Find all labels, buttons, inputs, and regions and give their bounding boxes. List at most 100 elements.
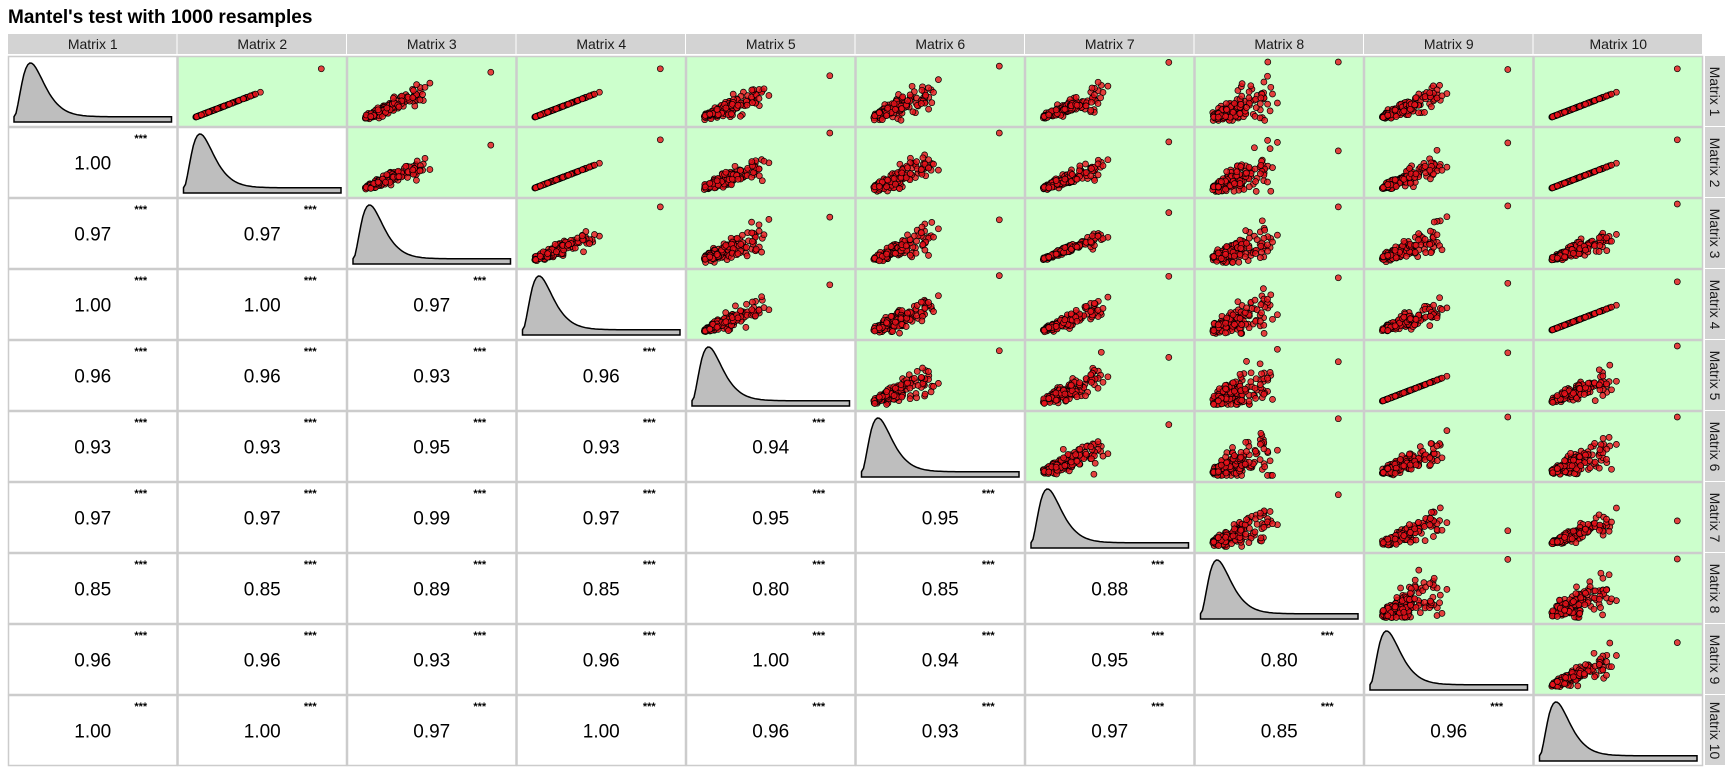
column-strip-bg xyxy=(177,34,346,54)
scatter-point xyxy=(765,92,773,99)
column-strip-label: Matrix 4 xyxy=(576,36,626,52)
scatter-point xyxy=(1045,184,1053,192)
scatter-point xyxy=(1245,163,1253,171)
scatter-point xyxy=(1223,168,1231,175)
scatter-point xyxy=(1045,111,1053,119)
scatter-point xyxy=(578,95,586,103)
scatter-point xyxy=(722,168,730,176)
scatter-point xyxy=(725,327,732,334)
scatter-point xyxy=(1673,200,1681,208)
scatter-point xyxy=(919,241,927,248)
column-strips: Matrix 1 Matrix 2 Matrix 3 Matrix 4 Matrix 5… xyxy=(8,34,1702,54)
scatter-point xyxy=(1260,285,1267,292)
chart-title: Mantel's test with 1000 resamples xyxy=(8,7,312,28)
scatter-point xyxy=(913,158,920,165)
scatter-point xyxy=(760,304,768,311)
scatter-point xyxy=(1570,176,1577,184)
density-panel xyxy=(516,268,687,341)
scatter-point xyxy=(416,167,424,175)
scatter-point xyxy=(921,246,929,254)
scatter-point xyxy=(1045,324,1053,331)
scatter-point xyxy=(1264,72,1271,80)
scatter-point xyxy=(1238,80,1246,87)
row-strip-bg xyxy=(1705,198,1725,268)
scatter-point xyxy=(1258,217,1266,225)
scatter-point xyxy=(1229,311,1237,319)
row-strip-bg xyxy=(1705,411,1725,481)
scatter-point xyxy=(1269,238,1276,246)
scatter-point xyxy=(656,203,664,211)
scatter-point xyxy=(1504,66,1512,73)
scatter-point xyxy=(1438,166,1446,174)
scatter-point xyxy=(1411,101,1419,109)
scatter-point xyxy=(1334,147,1342,155)
scatter-point xyxy=(1094,100,1102,107)
scatter-panel xyxy=(346,126,517,199)
scatter-point xyxy=(1243,304,1250,312)
scatter-point xyxy=(1231,252,1238,260)
scatter-point xyxy=(553,176,560,184)
scatter-point xyxy=(722,309,730,316)
scatter-point xyxy=(892,250,899,257)
scatter-point xyxy=(382,178,389,186)
scatter-point xyxy=(1214,183,1222,191)
scatter-point xyxy=(918,317,926,325)
scatter-point xyxy=(1238,92,1246,100)
scatter-point xyxy=(1231,321,1238,328)
scatter-point xyxy=(743,252,751,260)
scatter-point xyxy=(731,162,739,170)
scatter-point xyxy=(713,251,721,258)
scatter-point xyxy=(875,257,883,265)
scatter-point xyxy=(214,105,221,113)
scatter-point xyxy=(1252,178,1259,185)
scatter-panel xyxy=(855,268,1026,341)
column-strip-bg xyxy=(1025,34,1194,54)
scatter-point xyxy=(1061,105,1069,113)
scatter-point xyxy=(906,91,914,99)
scatter-point xyxy=(930,233,937,241)
correlation-panel: 0.97*** xyxy=(7,197,178,270)
scatter-point xyxy=(875,183,883,190)
scatter-point xyxy=(935,166,942,174)
scatter-panel xyxy=(1194,197,1365,270)
scatter-point xyxy=(1245,183,1253,191)
scatter-point xyxy=(883,183,890,191)
scatter-point xyxy=(1608,90,1615,98)
scatter-point xyxy=(1553,182,1561,190)
scatter-point xyxy=(410,87,417,94)
scatter-panel xyxy=(855,126,1026,199)
scatter-point xyxy=(1052,177,1060,184)
scatter-point xyxy=(578,232,586,240)
scatter-point xyxy=(1222,319,1229,327)
scatter-point xyxy=(1400,237,1408,245)
scatter-point xyxy=(897,315,905,322)
scatter-point xyxy=(1426,89,1434,97)
scatter-point xyxy=(925,252,932,259)
scatter-point xyxy=(917,229,925,237)
scatter-point xyxy=(1094,171,1102,179)
scatter-point xyxy=(902,174,910,182)
scatter-point xyxy=(1426,166,1434,174)
scatter-point xyxy=(1504,279,1512,287)
scatter-point xyxy=(1231,180,1238,187)
scatter-point xyxy=(1082,303,1090,310)
scatter-point xyxy=(1436,294,1443,302)
scatter-point xyxy=(1264,137,1271,144)
scatter-point xyxy=(1229,259,1237,266)
significance-stars: *** xyxy=(304,275,318,287)
scatter-point xyxy=(918,86,926,94)
scatter-point xyxy=(1222,329,1229,337)
scatter-point xyxy=(722,241,730,249)
scatter-point xyxy=(1561,253,1568,261)
scatter-point xyxy=(917,298,925,306)
scatter-point xyxy=(317,65,325,73)
scatter-point xyxy=(1261,226,1269,234)
scatter-point xyxy=(930,308,937,315)
scatter-point xyxy=(1256,254,1264,261)
scatter-point xyxy=(1104,156,1112,164)
scatter-point xyxy=(748,86,756,94)
scatter-point xyxy=(1433,231,1441,239)
scatter-point xyxy=(1582,171,1589,179)
row-strip-bg xyxy=(1705,127,1725,197)
scatter-point xyxy=(1061,316,1069,324)
